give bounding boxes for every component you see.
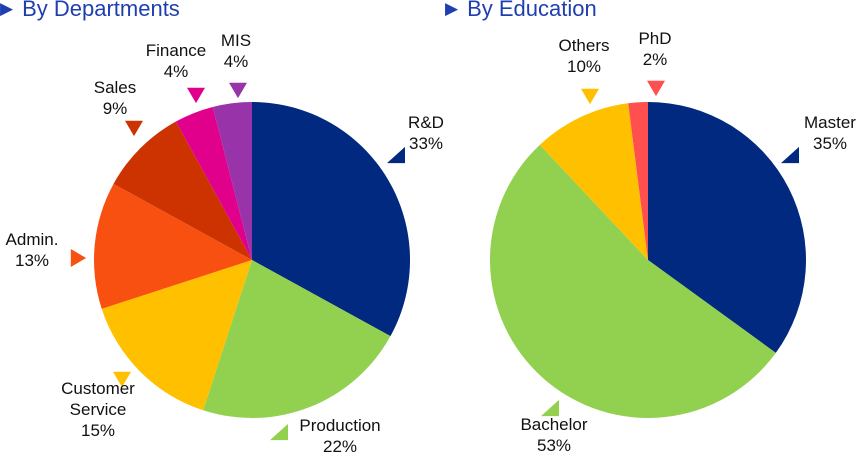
pie-slice-others xyxy=(539,103,648,260)
label-marker-master xyxy=(781,146,799,164)
slice-label-mis: MIS 4% xyxy=(221,31,251,71)
label-marker-admin- xyxy=(70,249,87,267)
pie-slice-bachelor xyxy=(489,144,776,419)
departments-title-text: By Departments xyxy=(22,0,180,21)
pie-slice-customer-service xyxy=(101,260,252,411)
pie-slice-phd xyxy=(628,102,648,260)
pie-slice-master xyxy=(648,102,806,353)
slice-label-bachelor: Bachelor 53% xyxy=(520,415,587,455)
label-marker-bachelor xyxy=(541,399,559,417)
pie-slice-admin- xyxy=(93,183,252,309)
education-title: ▶ By Education xyxy=(445,0,597,22)
slice-label-admin-: Admin. 13% xyxy=(6,230,59,270)
label-marker-production xyxy=(270,423,288,441)
label-marker-mis xyxy=(229,82,247,99)
label-marker-sales xyxy=(125,120,143,137)
play-triangle-icon: ▶ xyxy=(445,0,459,18)
label-marker-customer-service xyxy=(113,371,131,388)
play-triangle-icon: ▶ xyxy=(0,0,14,18)
slice-label-sales: Sales 9% xyxy=(94,78,137,118)
slice-label-others: Others 10% xyxy=(558,36,609,76)
education-title-text: By Education xyxy=(467,0,597,21)
departments-title: ▶ By Departments xyxy=(0,0,180,22)
pie-slice-production xyxy=(203,260,391,419)
label-marker-phd xyxy=(647,80,665,97)
pie-slice-sales xyxy=(113,121,252,260)
slice-label-master: Master 35% xyxy=(804,113,856,153)
slice-label-production: Production 22% xyxy=(299,416,380,456)
slice-label-finance: Finance 4% xyxy=(146,41,206,81)
pie-slice-r-d xyxy=(252,102,411,337)
pie-slice-mis xyxy=(212,102,252,260)
label-marker-others xyxy=(581,88,599,105)
slice-label-r-d: R&D 33% xyxy=(408,113,444,153)
slice-label-phd: PhD 2% xyxy=(638,29,671,69)
label-marker-r-d xyxy=(387,146,405,164)
label-marker-finance xyxy=(187,87,205,104)
slice-label-customer-service: Customer Service 15% xyxy=(61,379,135,440)
pie-slice-finance xyxy=(175,106,252,261)
